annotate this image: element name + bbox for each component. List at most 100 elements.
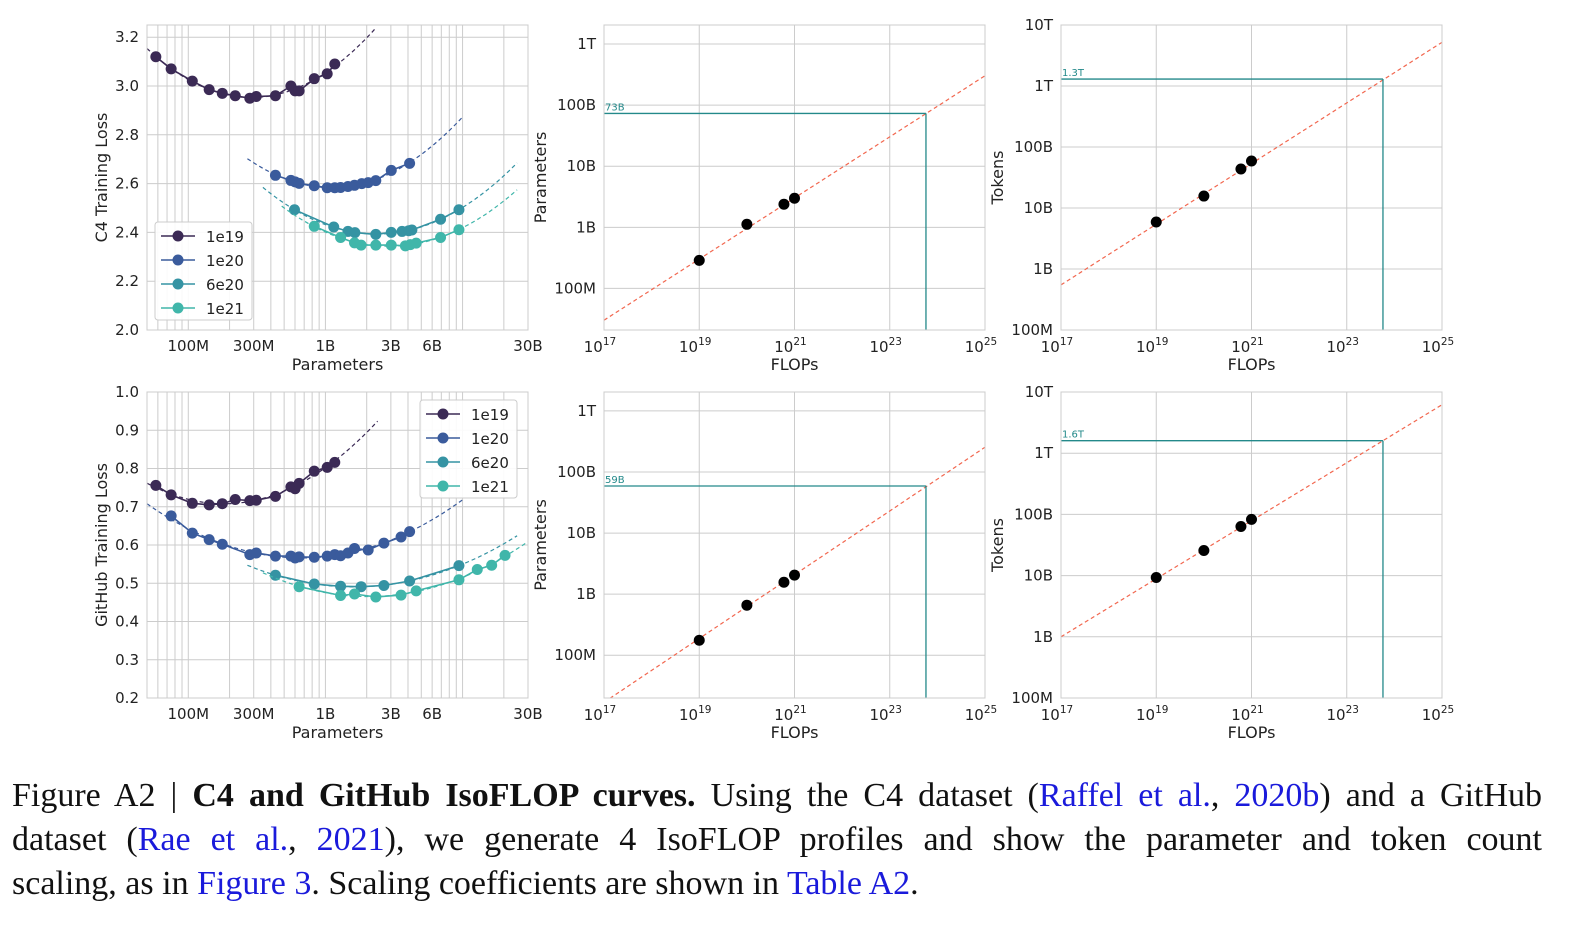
x-axis-label: Parameters xyxy=(292,355,384,374)
legend-label: 1e20 xyxy=(206,252,244,270)
data-point xyxy=(1150,572,1162,584)
data-point xyxy=(789,569,800,581)
x-tick-label: 1023 xyxy=(870,704,902,724)
data-point-1e20 xyxy=(404,526,416,538)
data-point-1e19 xyxy=(293,85,305,97)
data-point-6e20 xyxy=(406,224,418,236)
citation-link-raffel[interactable]: Raffel et al. xyxy=(1038,777,1211,814)
y-tick-label: 2.0 xyxy=(115,321,139,339)
legend-marker xyxy=(172,278,184,290)
chart-github-params: 1017 1019 1021 1023 1025100M1B10B100B1T59BFL… xyxy=(531,391,997,742)
tick-base: 10 xyxy=(1041,706,1060,724)
figure-3-link[interactable]: Figure 3 xyxy=(197,865,312,902)
data-point-6e20 xyxy=(378,580,390,592)
legend-label: 1e21 xyxy=(206,300,244,318)
tick-base: 10 xyxy=(965,338,984,356)
data-point xyxy=(1198,545,1210,557)
caption-text: . Scaling coefficients are shown in xyxy=(311,865,780,902)
data-point-1e20 xyxy=(308,180,320,192)
data-point-1e20 xyxy=(349,542,361,554)
y-tick-label: 1.0 xyxy=(115,383,139,401)
data-point-1e19 xyxy=(150,51,162,63)
legend-label: 1e19 xyxy=(206,228,244,246)
data-point-1e19 xyxy=(216,87,228,99)
data-point-1e20 xyxy=(362,544,374,556)
tick-base: 10 xyxy=(1422,338,1441,356)
data-point-1e20 xyxy=(186,527,198,539)
y-tick-label: 2.2 xyxy=(115,272,139,290)
plot-frame xyxy=(1060,391,1443,699)
tick-base: 10 xyxy=(870,338,889,356)
x-tick-label: 1019 xyxy=(1136,336,1168,356)
y-tick-label: 100B xyxy=(557,463,596,481)
tick-exponent: 25 xyxy=(1441,704,1454,716)
data-point-6e20 xyxy=(404,575,416,587)
projection-label: 1.6T xyxy=(1062,430,1085,441)
caption-text: ), we generate 4 IsoFLOP profiles and sh… xyxy=(384,821,1543,858)
y-tick-label: 10B xyxy=(1024,567,1053,585)
tick-exponent: 19 xyxy=(1155,704,1168,716)
tick-base: 10 xyxy=(1136,706,1155,724)
y-tick-label: 2.8 xyxy=(115,126,139,144)
x-tick-label: 1021 xyxy=(774,704,806,724)
data-point-6e20 xyxy=(435,213,447,225)
data-point xyxy=(693,634,705,646)
data-point-1e19 xyxy=(250,494,262,506)
y-tick-label: 2.6 xyxy=(115,175,139,193)
tick-base: 10 xyxy=(584,338,603,356)
data-point-1e19 xyxy=(186,75,198,87)
plot-area xyxy=(604,25,985,330)
y-tick-label: 1B xyxy=(1033,628,1053,646)
y-tick-label: 100B xyxy=(557,96,596,114)
x-tick-label: 30B xyxy=(513,705,542,723)
data-point-1e20 xyxy=(293,177,305,189)
legend: 1e19 1e20 6e20 1e21 xyxy=(419,399,518,499)
chart-c4-tokens: 1017 1019 1021 1023 1025100M1B10B100B1T10T1.… xyxy=(988,16,1454,374)
series-line-1e21 xyxy=(298,554,506,598)
data-point xyxy=(693,254,705,266)
table-a2-link[interactable]: Table A2 xyxy=(786,865,911,902)
x-tick-label: 1017 xyxy=(1041,336,1073,356)
tick-base: 10 xyxy=(774,338,793,356)
y-tick-label: 0.2 xyxy=(115,689,139,707)
x-tick-label: 1023 xyxy=(1327,336,1359,356)
citation-link-rae[interactable]: Rae et al. xyxy=(137,821,289,858)
data-point xyxy=(1235,520,1247,532)
data-point-1e19 xyxy=(229,493,241,505)
data-point-1e21 xyxy=(370,591,382,603)
citation-link-rae-year[interactable]: 2021 xyxy=(316,821,385,858)
y-axis-label: Parameters xyxy=(531,132,550,224)
legend-item-1e20: 1e20 xyxy=(161,252,244,270)
caption-text: , xyxy=(1210,777,1235,814)
tick-base: 10 xyxy=(584,706,603,724)
data-point-1e21 xyxy=(486,559,498,571)
data-point xyxy=(1198,190,1210,202)
data-point-1e19 xyxy=(165,489,177,501)
legend-item-1e21: 1e21 xyxy=(161,300,244,318)
tick-base: 10 xyxy=(679,338,698,356)
x-axis-label: FLOPs xyxy=(771,723,819,742)
tick-exponent: 25 xyxy=(1441,336,1454,348)
tick-exponent: 17 xyxy=(1060,704,1073,716)
y-tick-label: 0.4 xyxy=(115,613,139,631)
y-tick-label: 0.6 xyxy=(115,536,139,554)
y-tick-label: 1B xyxy=(576,218,596,236)
y-tick-label: 1B xyxy=(1033,260,1053,278)
fit-line xyxy=(1061,404,1442,638)
fit-curve-6e20 xyxy=(247,535,518,588)
data-point-1e20 xyxy=(269,550,281,562)
tick-base: 10 xyxy=(1422,706,1441,724)
data-point xyxy=(1246,155,1257,167)
chart-c4-loss: 2.0 2.2 2.4 2.6 2.8 3.0 3.2 100M 300M 1B 3B 6B 30B 1e… xyxy=(92,24,543,374)
citation-link-raffel-year[interactable]: 2020b xyxy=(1234,777,1320,814)
data-point-1e20 xyxy=(165,510,177,522)
y-tick-label: 10B xyxy=(567,524,596,542)
caption-title: C4 and GitHub IsoFLOP curves. xyxy=(192,777,696,814)
tick-base: 10 xyxy=(1231,706,1250,724)
y-tick-label: 100M xyxy=(554,646,596,664)
tick-base: 10 xyxy=(679,706,698,724)
y-axis-label: Parameters xyxy=(531,499,550,591)
data-point xyxy=(778,198,790,210)
plot-frame xyxy=(146,24,529,331)
data-point-1e21 xyxy=(410,585,422,597)
